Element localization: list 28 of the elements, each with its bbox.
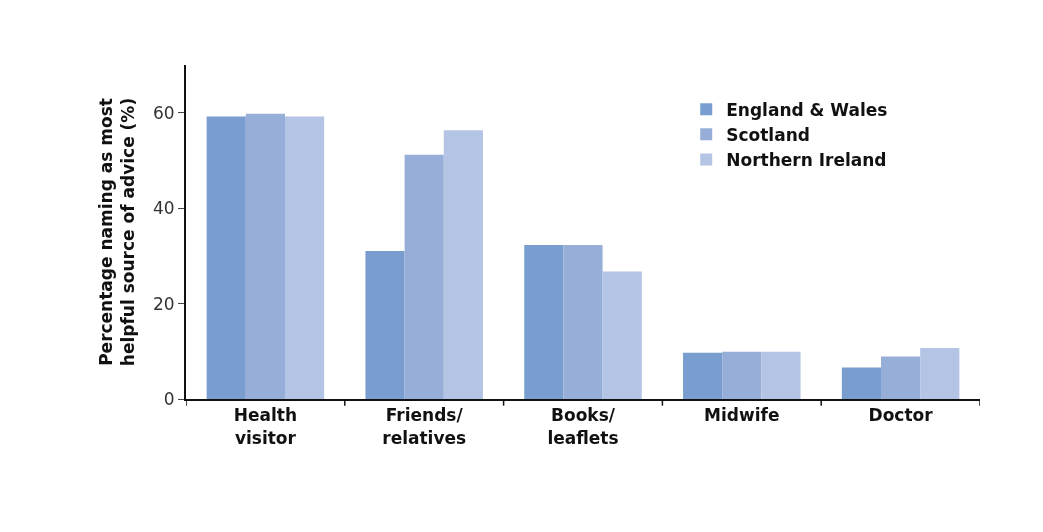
y-tick-label: 40 xyxy=(152,198,175,219)
bar xyxy=(443,130,483,399)
y-tick-label: 60 xyxy=(152,102,175,123)
bar xyxy=(602,271,642,399)
bar xyxy=(365,251,405,399)
legend-label: Scotland xyxy=(726,125,810,145)
bar xyxy=(206,116,246,399)
bar xyxy=(761,351,801,399)
bar xyxy=(881,356,921,399)
bar xyxy=(524,244,564,399)
y-tick-label: 0 xyxy=(163,388,175,409)
bar xyxy=(841,367,882,399)
bar xyxy=(284,116,325,399)
x-tick-label: Midwife xyxy=(704,405,780,426)
legend-label: England & Wales xyxy=(726,99,888,120)
y-axis-title: Percentage naming as most helpful source of advice (%) xyxy=(95,97,139,367)
x-tick-label: Friends/ relatives xyxy=(382,405,467,448)
x-tick-label: Books/ leaflets xyxy=(547,405,619,448)
legend-label: Northern Ireland xyxy=(726,150,887,171)
bar xyxy=(404,154,444,399)
bar xyxy=(683,352,723,399)
bar xyxy=(563,244,603,399)
y-tick-label: 20 xyxy=(152,293,175,314)
bar xyxy=(722,351,762,399)
x-tick-label: Doctor xyxy=(868,405,934,426)
x-tick-label: Health visitor xyxy=(233,405,298,448)
bar xyxy=(245,113,285,399)
bar xyxy=(920,347,960,399)
